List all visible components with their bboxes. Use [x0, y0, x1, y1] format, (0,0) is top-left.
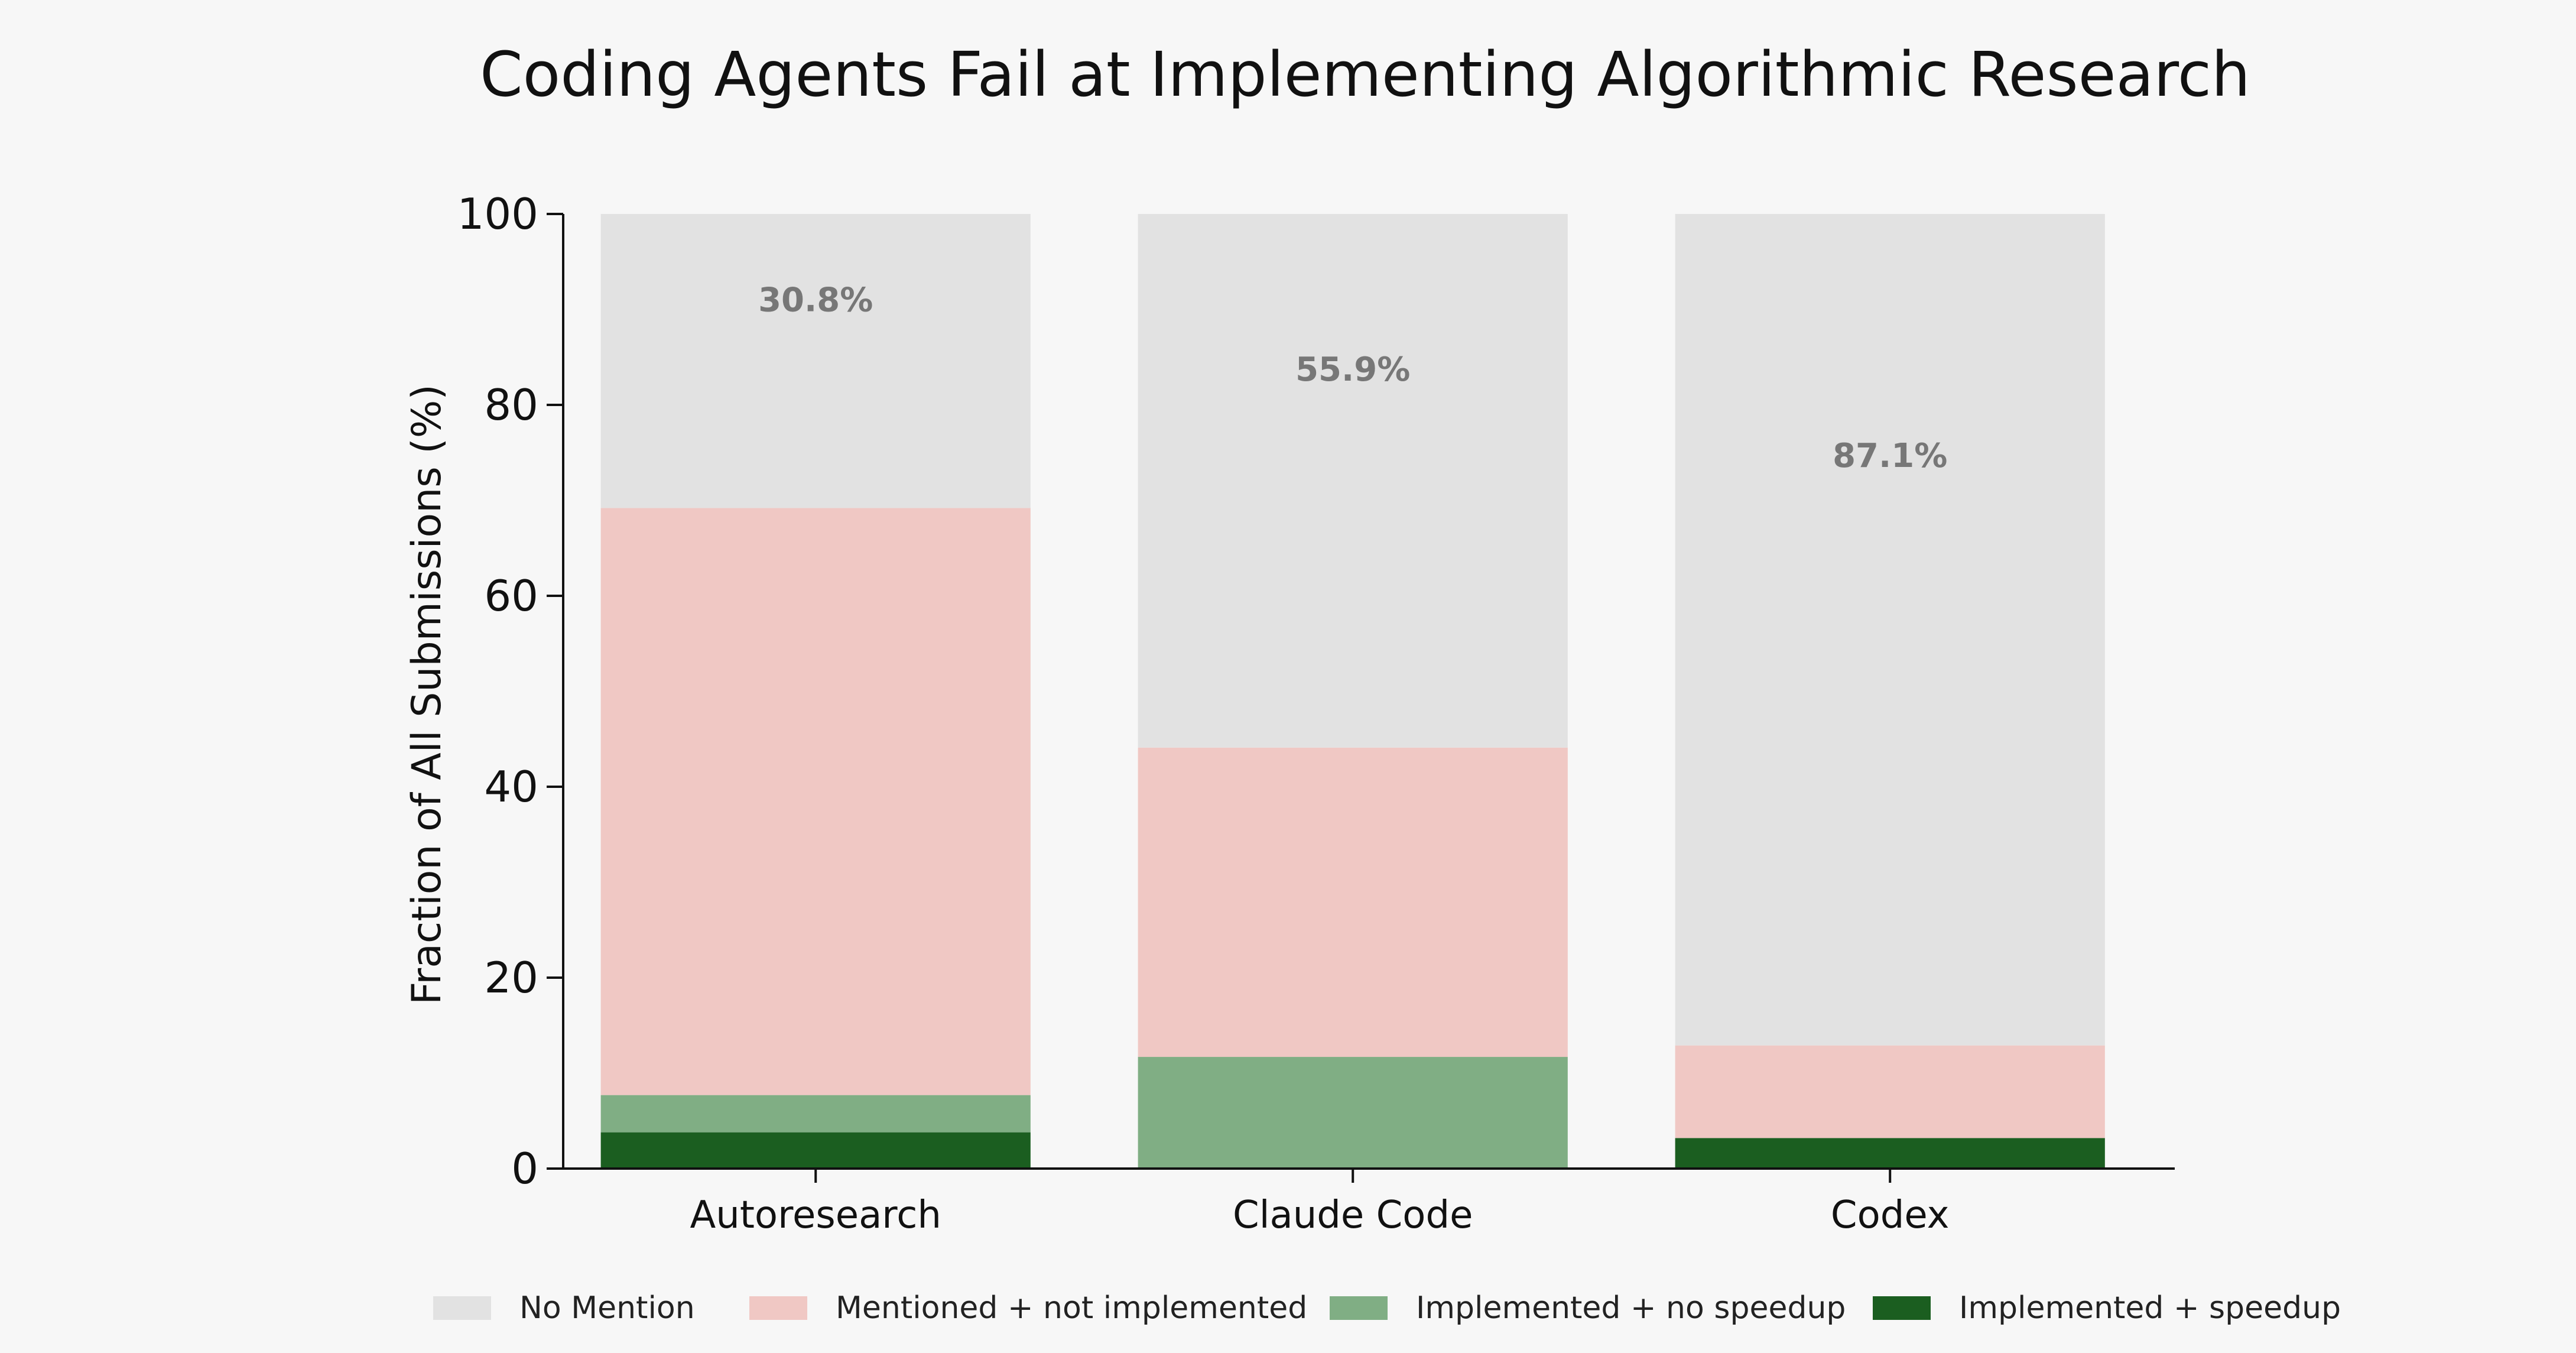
y-tick-label-0: 0 — [511, 1144, 538, 1193]
bar-autoresearch-implemented-no-speedup — [600, 1095, 1031, 1133]
chart-title: Coding Agents Fail at Implementing Algor… — [480, 38, 2250, 111]
legend-label-2: Implemented + no speedup — [1416, 1290, 1846, 1326]
y-tick-label-80: 80 — [484, 380, 538, 430]
data-label-autoresearch: 30.8% — [758, 281, 873, 319]
legend-label-3: Implemented + speedup — [1959, 1290, 2341, 1326]
legend-swatch-0 — [433, 1296, 491, 1320]
bar-autoresearch-implemented-speedup — [600, 1132, 1031, 1169]
y-tick-label-40: 40 — [484, 762, 538, 812]
bar-codex-implemented-speedup — [1675, 1138, 2105, 1169]
bars — [600, 214, 2105, 1169]
x-axis: Autoresearch Claude Code Codex — [690, 1169, 1950, 1237]
legend-label-1: Mentioned + not implemented — [836, 1290, 1307, 1326]
bar-claude-code-mentioned-not-implemented — [1138, 747, 1568, 1057]
annotations: 30.8% 55.9% 87.1% — [758, 281, 1947, 475]
data-label-claude-code: 55.9% — [1295, 351, 1410, 389]
bar-codex-no-mention — [1675, 214, 2105, 1046]
bar-claude-code-implemented-no-speedup — [1138, 1057, 1568, 1169]
bar-autoresearch-no-mention — [600, 214, 1031, 508]
data-label-codex: 87.1% — [1833, 437, 1947, 475]
y-tick-label-20: 20 — [484, 953, 538, 1002]
bar-autoresearch-mentioned-not-implemented — [600, 508, 1031, 1095]
bar-codex-mentioned-not-implemented — [1675, 1045, 2105, 1138]
legend-swatch-2 — [1330, 1296, 1388, 1320]
x-tick-label-claude-code: Claude Code — [1233, 1193, 1473, 1237]
x-tick-label-codex: Codex — [1831, 1193, 1950, 1237]
bar-claude-code-no-mention — [1138, 214, 1568, 748]
legend: No Mention Mentioned + not implemented Imp… — [433, 1290, 2341, 1326]
axes — [562, 214, 2175, 1170]
y-axis: 0 20 40 60 80 100 — [457, 189, 563, 1193]
y-axis-label: Fraction of All Submissions (%) — [404, 384, 450, 1005]
legend-swatch-3 — [1873, 1296, 1931, 1320]
x-tick-label-autoresearch: Autoresearch — [690, 1193, 941, 1237]
y-tick-label-60: 60 — [484, 571, 538, 621]
y-tick-label-100: 100 — [457, 189, 538, 239]
legend-swatch-1 — [749, 1296, 807, 1320]
legend-label-0: No Mention — [519, 1290, 695, 1326]
